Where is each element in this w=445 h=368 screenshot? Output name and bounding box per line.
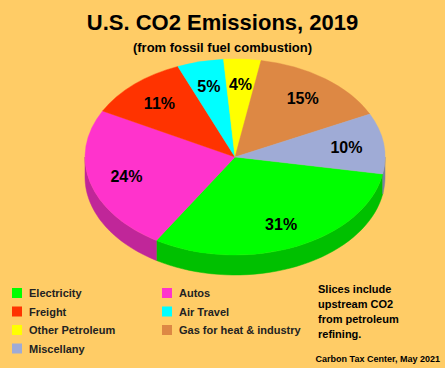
legend-swatch (12, 325, 22, 335)
legend-label: Miscellany (29, 343, 86, 355)
legend-label: Air Travel (179, 306, 229, 318)
data-label: 31% (265, 216, 297, 233)
legend-swatch (12, 344, 22, 354)
legend-label: Gas for heat & industry (179, 324, 302, 336)
legend-swatch (162, 288, 172, 298)
data-label: 11% (144, 95, 175, 112)
note: Slices include upstream CO2 from petroleum… (318, 283, 399, 340)
data-label: 15% (287, 90, 319, 107)
data-label: 10% (330, 139, 362, 156)
note-line: refining. (318, 328, 361, 340)
legend-swatch (162, 325, 172, 335)
title: U.S. CO2 Emissions, 2019 (87, 10, 358, 35)
legend-label: Other Petroleum (29, 324, 115, 336)
data-label: 5% (197, 78, 220, 95)
legend-label: Freight (29, 306, 67, 318)
note-line: upstream CO2 (318, 298, 393, 310)
background (0, 0, 445, 368)
pie-top (85, 59, 385, 255)
data-label: 24% (110, 168, 142, 185)
data-label: 4% (229, 76, 252, 93)
source: Carbon Tax Center, May 2021 (316, 354, 440, 364)
legend-swatch (12, 288, 22, 298)
pie (85, 59, 385, 275)
legend-label: Autos (179, 287, 210, 299)
slice (235, 114, 385, 174)
note-line: from petroleum (318, 313, 399, 325)
legend: Electricity Autos Freight Air Travel Other P… (12, 287, 302, 355)
chart: U.S. CO2 Emissions, 2019 (from fossil fue… (0, 0, 445, 368)
note-line: Slices include (318, 283, 391, 295)
subtitle: (from fossil fuel combustion) (133, 40, 312, 55)
legend-label: Electricity (29, 287, 82, 299)
legend-swatch (12, 307, 22, 317)
legend-swatch (162, 307, 172, 317)
data-labels: 31% 24% 11% 5% 4% 15% 10% (110, 76, 362, 233)
